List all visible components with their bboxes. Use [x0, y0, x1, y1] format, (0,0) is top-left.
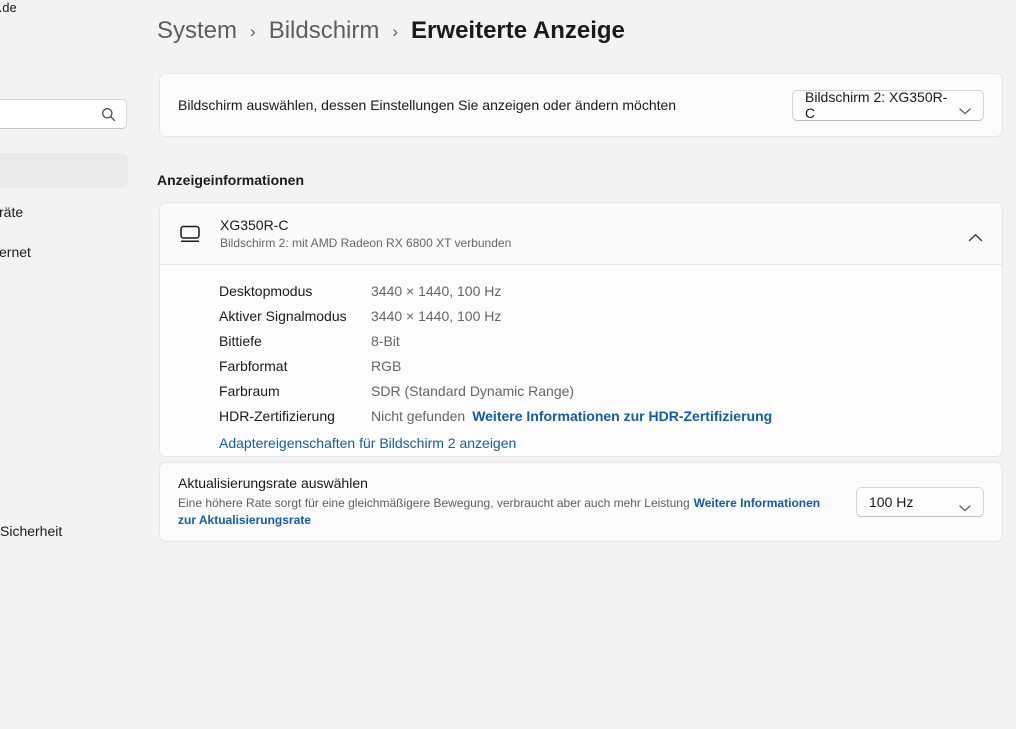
- info-label: HDR-Zertifizierung: [219, 408, 335, 424]
- info-value: RGB: [371, 358, 402, 374]
- info-row-bittiefe: Bittiefe 8-Bit: [219, 329, 984, 354]
- monitor-name: XG350R-C: [220, 216, 289, 233]
- account-name-fragment: t: [0, 0, 3, 14]
- breadcrumb-bildschirm[interactable]: Bildschirm: [268, 17, 380, 44]
- info-value: 3440 × 1440, 100 Hz: [371, 308, 502, 324]
- info-row-signalmodus: Aktiver Signalmodus 3440 × 1440, 100 Hz: [219, 304, 984, 329]
- breadcrumb-separator-icon: ›: [250, 22, 256, 41]
- info-label: Desktopmodus: [219, 283, 313, 299]
- info-label: Bittiefe: [219, 333, 262, 349]
- info-value: Nicht gefunden: [371, 408, 466, 424]
- refresh-rate-dropdown[interactable]: 100 Hz: [856, 487, 984, 517]
- monitor-connection: Bildschirm 2: mit AMD Radeon RX 6800 XT …: [220, 235, 512, 250]
- search-icon: [101, 107, 116, 122]
- refresh-rate-info-link[interactable]: Weitere Informationen zur Aktualisierung…: [178, 496, 821, 527]
- info-label: Farbformat: [219, 358, 288, 374]
- sidebar-item-bluetooth-geraete[interactable]: räte: [0, 204, 24, 220]
- refresh-rate-title: Aktualisierungsrate auswählen: [178, 475, 368, 491]
- info-label: Aktiver Signalmodus: [219, 308, 347, 324]
- info-row-farbraum: Farbraum SDR (Standard Dynamic Range): [219, 379, 984, 404]
- sidebar-item-system-selected[interactable]: [0, 153, 128, 188]
- monitor-titles: XG350R-C Bildschirm 2: mit AMD Radeon RX…: [220, 217, 968, 251]
- sidebar-item-datenschutz-sicherheit[interactable]: Sicherheit: [0, 523, 63, 539]
- sidebar-item-netzwerk-internet[interactable]: ernet: [0, 244, 31, 260]
- hdr-info-link[interactable]: Weitere Informationen zur HDR-Zertifizie…: [472, 408, 773, 424]
- display-info-expander-header[interactable]: XG350R-C Bildschirm 2: mit AMD Radeon RX…: [160, 203, 1002, 265]
- adapter-properties-link[interactable]: Adaptereigenschaften für Bildschirm 2 an…: [219, 435, 517, 451]
- info-label: Farbraum: [219, 383, 280, 399]
- breadcrumb-system[interactable]: System: [157, 17, 238, 44]
- display-info-card: XG350R-C Bildschirm 2: mit AMD Radeon RX…: [159, 202, 1003, 457]
- chevron-down-icon: [959, 102, 971, 114]
- display-select-dropdown-value: Bildschirm 2: XG350R-C: [805, 89, 948, 121]
- settings-search-input[interactable]: [0, 99, 127, 129]
- monitor-icon: [179, 224, 201, 244]
- refresh-rate-dropdown-value: 100 Hz: [869, 494, 914, 510]
- refresh-rate-description-text: Eine höhere Rate sorgt für eine gleichmä…: [178, 496, 690, 510]
- page-title: Erweiterte Anzeige: [411, 17, 625, 44]
- info-value: 8-Bit: [371, 333, 400, 349]
- info-row-farbformat: Farbformat RGB: [219, 354, 984, 379]
- section-title-anzeigeinformationen: Anzeigeinformationen: [157, 172, 305, 188]
- account-email-fragment: r.de: [0, 0, 17, 15]
- display-select-card: Bildschirm auswählen, dessen Einstellung…: [159, 73, 1003, 137]
- display-select-label: Bildschirm auswählen, dessen Einstellung…: [178, 97, 677, 113]
- refresh-rate-texts: Aktualisierungsrate auswählen Eine höher…: [178, 475, 838, 529]
- chevron-up-icon[interactable]: [968, 229, 983, 242]
- info-value: SDR (Standard Dynamic Range): [371, 383, 575, 399]
- breadcrumb-separator-icon: ›: [392, 22, 399, 41]
- display-select-dropdown[interactable]: Bildschirm 2: XG350R-C: [792, 89, 984, 121]
- refresh-rate-card: Aktualisierungsrate auswählen Eine höher…: [159, 462, 1003, 542]
- info-row-hdr-zertifizierung: HDR-Zertifizierung Nicht gefunden Weiter…: [219, 404, 984, 429]
- display-info-details: Desktopmodus 3440 × 1440, 100 Hz Aktiver…: [160, 265, 1002, 456]
- info-row-desktopmodus: Desktopmodus 3440 × 1440, 100 Hz: [219, 279, 984, 304]
- refresh-rate-description: Eine höhere Rate sorgt für eine gleichmä…: [178, 495, 838, 529]
- chevron-down-icon: [959, 499, 971, 511]
- info-value: 3440 × 1440, 100 Hz: [371, 283, 502, 299]
- breadcrumb: System › Bildschirm › Erweiterte Anzeige: [157, 17, 625, 45]
